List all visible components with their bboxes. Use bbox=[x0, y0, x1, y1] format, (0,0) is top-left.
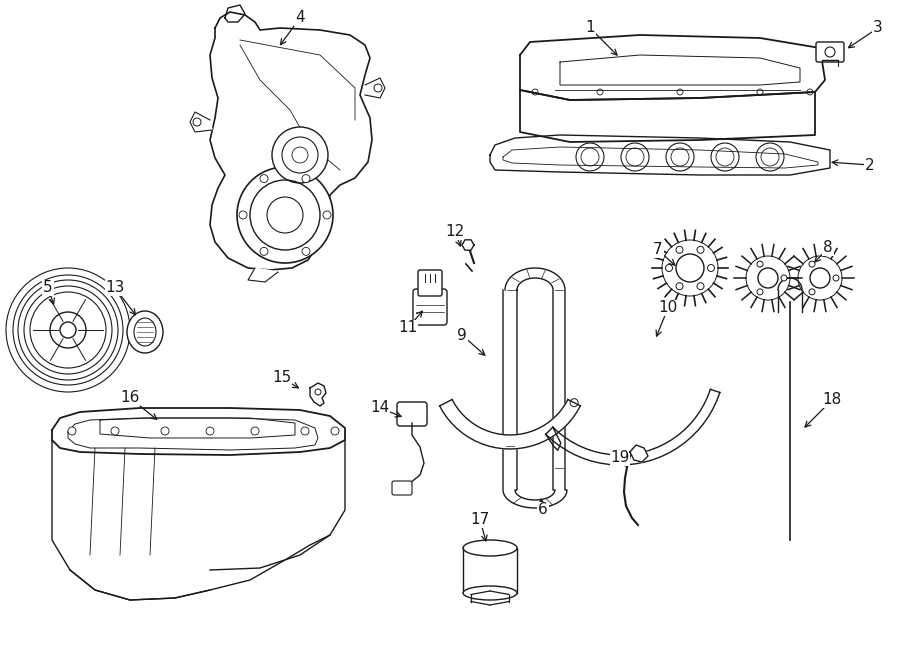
Text: 16: 16 bbox=[121, 391, 140, 405]
Circle shape bbox=[111, 427, 119, 435]
Text: 9: 9 bbox=[457, 327, 467, 342]
Text: 18: 18 bbox=[823, 393, 842, 407]
Text: 6: 6 bbox=[538, 502, 548, 518]
Polygon shape bbox=[52, 408, 345, 455]
Circle shape bbox=[707, 264, 715, 272]
Polygon shape bbox=[365, 78, 385, 98]
Circle shape bbox=[809, 289, 815, 295]
Circle shape bbox=[757, 261, 763, 267]
Circle shape bbox=[781, 275, 787, 281]
Circle shape bbox=[260, 175, 268, 182]
Circle shape bbox=[272, 127, 328, 183]
Ellipse shape bbox=[463, 540, 517, 556]
FancyBboxPatch shape bbox=[816, 42, 844, 62]
Text: 19: 19 bbox=[610, 451, 630, 465]
Circle shape bbox=[331, 427, 339, 435]
Text: 10: 10 bbox=[659, 301, 678, 315]
Circle shape bbox=[260, 247, 268, 255]
Circle shape bbox=[302, 247, 310, 255]
Text: 1: 1 bbox=[585, 20, 595, 36]
Polygon shape bbox=[490, 135, 830, 175]
Polygon shape bbox=[210, 12, 372, 270]
Circle shape bbox=[68, 427, 76, 435]
Text: 3: 3 bbox=[873, 20, 883, 36]
Text: 8: 8 bbox=[824, 241, 832, 256]
Circle shape bbox=[676, 283, 683, 290]
Circle shape bbox=[237, 167, 333, 263]
FancyBboxPatch shape bbox=[413, 289, 447, 325]
Polygon shape bbox=[503, 268, 567, 508]
Text: 4: 4 bbox=[295, 11, 305, 26]
Circle shape bbox=[239, 211, 247, 219]
FancyBboxPatch shape bbox=[418, 270, 442, 296]
Polygon shape bbox=[439, 399, 580, 449]
Text: 12: 12 bbox=[446, 225, 464, 239]
Text: 5: 5 bbox=[43, 280, 53, 295]
Circle shape bbox=[757, 289, 763, 295]
Text: 11: 11 bbox=[399, 321, 418, 336]
Circle shape bbox=[809, 261, 815, 267]
Text: 2: 2 bbox=[865, 157, 875, 173]
Text: 17: 17 bbox=[471, 512, 490, 527]
Circle shape bbox=[301, 427, 309, 435]
FancyBboxPatch shape bbox=[392, 481, 412, 495]
Polygon shape bbox=[462, 240, 474, 251]
Text: 7: 7 bbox=[653, 243, 662, 258]
Ellipse shape bbox=[127, 311, 163, 353]
Circle shape bbox=[676, 247, 683, 253]
Polygon shape bbox=[545, 389, 720, 465]
Circle shape bbox=[697, 247, 704, 253]
Circle shape bbox=[323, 211, 331, 219]
Text: 13: 13 bbox=[105, 280, 125, 295]
Circle shape bbox=[161, 427, 169, 435]
Circle shape bbox=[697, 283, 704, 290]
Polygon shape bbox=[248, 268, 278, 282]
Text: 14: 14 bbox=[371, 401, 390, 416]
Polygon shape bbox=[190, 112, 212, 132]
Circle shape bbox=[206, 427, 214, 435]
Circle shape bbox=[302, 175, 310, 182]
Text: 15: 15 bbox=[273, 371, 292, 385]
Polygon shape bbox=[520, 35, 825, 100]
Circle shape bbox=[665, 264, 672, 272]
Ellipse shape bbox=[463, 586, 517, 600]
Polygon shape bbox=[52, 440, 345, 600]
Polygon shape bbox=[630, 445, 648, 462]
FancyBboxPatch shape bbox=[397, 402, 427, 426]
Polygon shape bbox=[310, 383, 326, 406]
Circle shape bbox=[251, 427, 259, 435]
Polygon shape bbox=[520, 90, 815, 142]
Circle shape bbox=[833, 275, 839, 281]
